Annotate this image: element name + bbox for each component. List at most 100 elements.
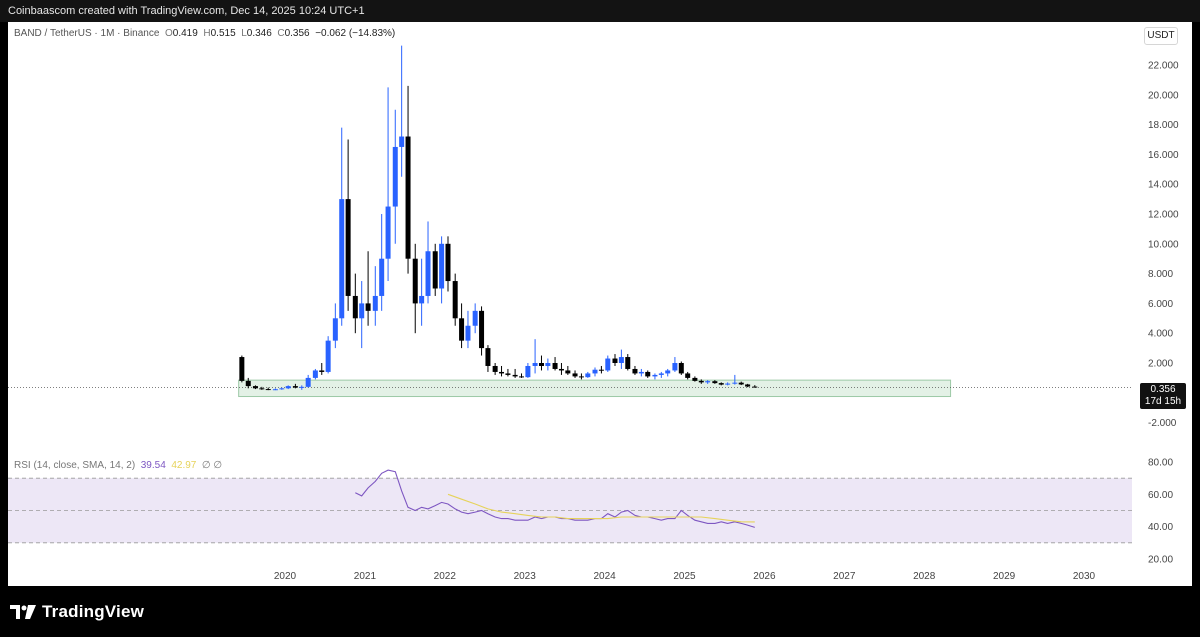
support-zone-box	[238, 379, 952, 398]
candle-body	[705, 381, 711, 383]
candle-body	[538, 363, 544, 366]
candle-body	[658, 373, 664, 375]
rsi-legend: RSI (14, close, SMA, 14, 2) 39.54 42.97 …	[14, 460, 222, 471]
open-label: O	[165, 28, 173, 39]
candle-body	[325, 340, 331, 372]
candle-body	[272, 389, 278, 391]
price-tick-label: -2.000	[1148, 418, 1177, 429]
rsi-tick-label: 80.00	[1148, 458, 1173, 469]
time-tick-label: 2026	[753, 571, 776, 582]
candle-body	[439, 243, 445, 289]
candle-body	[545, 363, 551, 366]
candle-body	[372, 295, 378, 311]
candle-body	[652, 374, 658, 377]
symbol-label: BAND / TetherUS · 1M · Binance	[14, 28, 160, 39]
rsi-tick-label: 40.00	[1148, 522, 1173, 533]
candle-body	[738, 382, 744, 385]
candle-body	[365, 303, 371, 311]
candle-body	[392, 146, 398, 207]
candle-body	[645, 371, 651, 377]
rsi-tick-label: 20.00	[1148, 555, 1173, 566]
time-tick-label: 2020	[274, 571, 297, 582]
price-tick-label: 16.000	[1148, 150, 1179, 161]
candle-body	[752, 386, 758, 388]
rsi-tick-label: 60.00	[1148, 490, 1173, 501]
rsi-sma-value: 42.97	[171, 460, 197, 471]
price-tick-label: 20.000	[1148, 90, 1179, 101]
candle-body	[459, 318, 465, 341]
candle-body	[585, 373, 591, 378]
candle-body	[485, 348, 491, 366]
candle-body	[452, 281, 458, 319]
candle-body	[605, 358, 611, 371]
candle-body	[465, 325, 471, 341]
price-tick-label: 2.000	[1148, 359, 1173, 370]
time-tick-label: 2021	[354, 571, 377, 582]
candle-body	[558, 368, 564, 371]
price-tick-label: 10.000	[1148, 239, 1179, 250]
open-value: 0.419	[172, 28, 198, 39]
time-tick-label: 2023	[514, 571, 537, 582]
candle-body	[618, 357, 624, 363]
time-tick-label: 2028	[913, 571, 936, 582]
candle-body	[352, 295, 358, 319]
time-tick-label: 2025	[673, 571, 696, 582]
candle-body	[685, 373, 691, 378]
candle-body	[492, 365, 498, 372]
time-tick-label: 2030	[1073, 571, 1096, 582]
candle-body	[245, 380, 251, 387]
candle-body	[319, 370, 325, 372]
candle-body	[678, 363, 684, 374]
time-axis: 2020 2021 2022 2023 2024 2025 2026 2027 2028 2029…	[274, 571, 1096, 582]
candle-body	[632, 368, 638, 374]
candle-body	[479, 310, 485, 349]
chart-attribution-header: Coinbaascom created with TradingView.com…	[0, 0, 1200, 22]
candles-layer	[239, 45, 758, 391]
rsi-indicator-label: RSI (14, close, SMA, 14, 2)	[14, 460, 136, 471]
candle-body	[665, 370, 671, 374]
time-tick-label: 2027	[833, 571, 856, 582]
price-tick-label: 8.000	[1148, 269, 1173, 280]
candle-body	[332, 318, 338, 341]
chart-panel: 22.000 20.000 18.000 16.000 14.000 12.000 10.0…	[8, 22, 1192, 586]
candle-body	[565, 370, 571, 374]
candle-body	[239, 357, 245, 381]
candle-body	[425, 251, 431, 296]
candle-body	[399, 136, 405, 147]
candle-body	[532, 363, 538, 366]
candle-body	[405, 136, 411, 259]
price-tick-label: 18.000	[1148, 120, 1179, 131]
price-tick-label: 14.000	[1148, 180, 1179, 191]
candle-body	[698, 380, 704, 383]
bar-countdown: 17d 15h	[1144, 396, 1182, 407]
price-tick-label: 6.000	[1148, 299, 1173, 310]
candle-body	[379, 258, 385, 296]
footer-bar	[0, 586, 1200, 637]
candle-body	[299, 386, 305, 388]
currency-unit-button[interactable]: USDT	[1144, 27, 1178, 45]
candle-body	[292, 386, 298, 388]
candle-body	[285, 386, 291, 389]
candle-body	[265, 389, 271, 391]
time-tick-label: 2024	[593, 571, 616, 582]
candle-body	[432, 251, 438, 289]
candle-body	[625, 357, 631, 369]
candle-body	[305, 377, 311, 387]
candle-body	[612, 358, 618, 363]
candle-body	[259, 388, 265, 390]
attribution-text: Coinbaascom created with TradingView.com…	[8, 5, 365, 17]
candle-body	[385, 206, 391, 259]
change-value: −0.062 (−14.83%)	[315, 28, 396, 39]
candle-body	[592, 369, 598, 374]
logo-wordmark: TradingView	[42, 602, 145, 621]
candle-body	[638, 371, 644, 374]
candle-body	[672, 363, 678, 371]
time-tick-label: 2022	[434, 571, 457, 582]
candle-body	[572, 373, 578, 377]
price-tick-label: 12.000	[1148, 210, 1179, 221]
candle-body	[419, 295, 425, 304]
chart-canvas[interactable]: 22.000 20.000 18.000 16.000 14.000 12.000 10.0…	[8, 22, 1192, 586]
low-value: 0.346	[246, 28, 272, 39]
rsi-sma-line	[447, 493, 755, 523]
candle-body	[445, 243, 451, 282]
